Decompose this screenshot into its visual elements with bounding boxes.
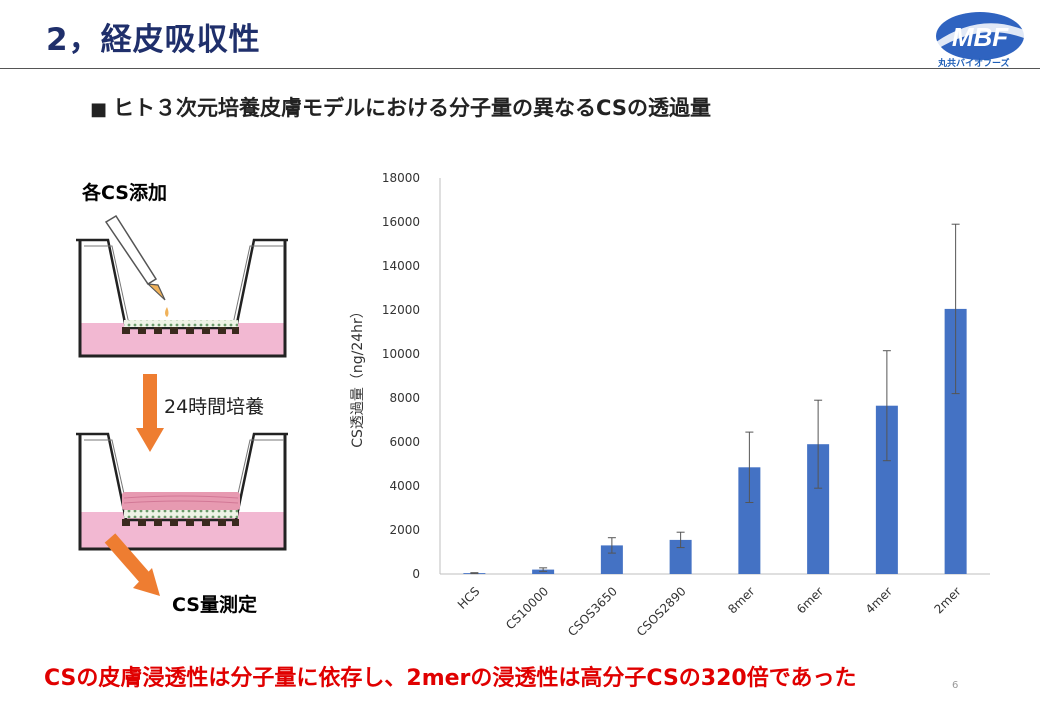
logo-subtext: 丸共バイオフーズ <box>938 59 1010 69</box>
conclusion-text: CSの皮膚浸透性は分子量に依存し、2merの浸透性は高分子CSの320倍であった <box>44 666 857 691</box>
process-arrow-down <box>136 374 164 452</box>
y-tick-label: 16000 <box>382 215 420 229</box>
subtitle-marker: ■ <box>90 99 108 120</box>
y-tick-label: 4000 <box>389 479 420 493</box>
bar-4mer <box>875 405 898 574</box>
x-tick-label: 2mer <box>931 584 963 616</box>
x-tick-label: HCS <box>455 584 483 612</box>
process-arrow-diagonal <box>104 533 160 596</box>
step1-label: 各CS添加 <box>82 182 167 204</box>
step2-label: 24時間培養 <box>164 396 265 418</box>
x-tick-label: 8mer <box>725 584 757 616</box>
bar-series <box>463 223 967 575</box>
x-tick-label: 6mer <box>794 584 826 616</box>
experiment-diagram: 各CS添加 24時間培養 CS量測定 <box>0 160 330 630</box>
x-tick-label: CS10000 <box>503 584 551 632</box>
x-tick-label: CSOS3650 <box>565 584 620 639</box>
y-tick-label: 10000 <box>382 347 420 361</box>
page-title: 2，経皮吸収性 <box>46 22 261 58</box>
cell-layer <box>124 510 238 518</box>
y-tick-label: 8000 <box>389 391 420 405</box>
culture-well-before <box>76 214 288 358</box>
y-tick-label: 14000 <box>382 259 420 273</box>
y-tick-label: 0 <box>412 567 420 581</box>
subtitle-text: ヒト３次元培養皮膚モデルにおける分子量の異なるCSの透過量 <box>113 96 711 120</box>
x-axis-labels: HCS CS10000 CSOS3650 CSOS2890 8mer 6mer 4mer 2m… <box>455 584 964 639</box>
company-logo: MBF <box>936 12 1024 60</box>
logo-mark: MBF <box>952 22 1009 52</box>
slide-subtitle: ■ ヒト３次元培養皮膚モデルにおける分子量の異なるCSの透過量 <box>90 92 711 122</box>
membrane-insert <box>122 519 239 526</box>
bar-2mer <box>944 308 967 574</box>
y-axis-ticks: 0 2000 4000 6000 8000 10000 12000 14000 16000 180… <box>382 171 420 581</box>
diagram-drawing <box>76 214 288 596</box>
y-tick-label: 18000 <box>382 171 420 185</box>
step3-label: CS量測定 <box>172 594 257 616</box>
y-tick-label: 2000 <box>389 523 420 537</box>
cell-layer <box>124 320 238 327</box>
y-tick-label: 12000 <box>382 303 420 317</box>
x-tick-label: 4mer <box>863 584 895 616</box>
y-axis-label: CS透過量（ng/24hr） <box>350 304 366 448</box>
x-tick-label: CSOS2890 <box>634 584 689 639</box>
bar-6mer <box>807 444 830 574</box>
y-tick-label: 6000 <box>389 435 420 449</box>
pipette-icon <box>104 214 169 317</box>
membrane-insert <box>122 327 239 334</box>
title-divider <box>0 68 1040 69</box>
bar-CSOS2890 <box>669 539 692 574</box>
page-number: 6 <box>952 680 959 691</box>
culture-well-after <box>76 432 288 551</box>
droplet-icon <box>165 307 169 317</box>
bar-CSOS3650 <box>600 545 623 574</box>
bar-8mer <box>738 467 761 574</box>
permeation-bar-chart: 0 2000 4000 6000 8000 10000 12000 14000 16000 180… <box>350 171 990 639</box>
